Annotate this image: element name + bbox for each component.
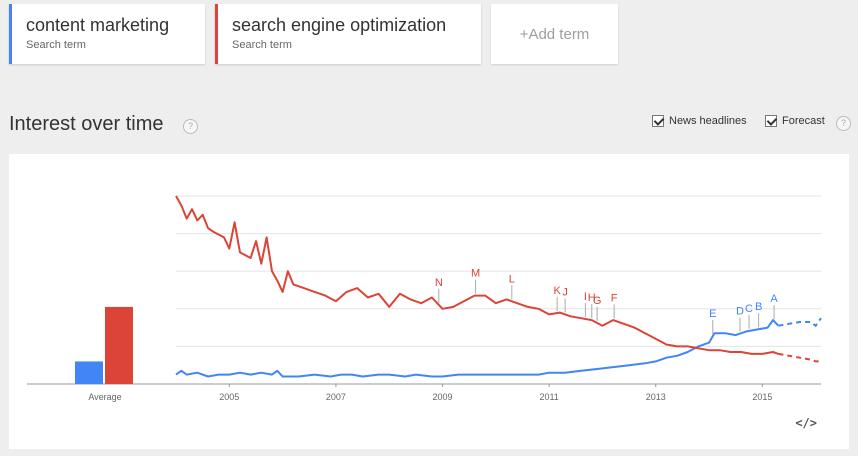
help-icon[interactable]: ?	[183, 119, 198, 134]
series-line	[175, 319, 780, 378]
term-name: search engine optimization	[232, 15, 447, 35]
annotation-label: K	[553, 285, 561, 297]
annotation-label: F	[611, 292, 618, 304]
series-line	[175, 195, 779, 355]
forecast-line	[778, 317, 822, 328]
section-title: Interest over time	[9, 113, 164, 135]
annotation-label: J	[562, 286, 568, 298]
checkbox-checked-icon[interactable]	[765, 115, 777, 127]
term-type-label: Search term	[26, 39, 86, 51]
annotation-label: M	[471, 268, 480, 280]
news-headlines-toggle[interactable]: News headlines	[652, 115, 747, 127]
interest-over-time-chart: Average 2005 2007 2009 2011 2013 2015 N M L K J I H G F…	[9, 154, 849, 449]
forecast-toggle[interactable]: Forecast	[765, 115, 825, 127]
x-tick-label: 2009	[433, 392, 453, 402]
term-color-bar	[9, 4, 12, 64]
annotation-label: H	[588, 292, 596, 304]
checkbox-checked-icon[interactable]	[652, 115, 664, 127]
x-tick-label: 2007	[326, 392, 346, 402]
annotation-label: I	[584, 291, 587, 303]
annotation-label: L	[509, 273, 515, 285]
annotation-label: A	[770, 293, 778, 305]
annotation-label: N	[435, 277, 443, 289]
annotation-label: C	[745, 303, 753, 315]
x-tick-label: 2015	[752, 392, 772, 402]
term-color-bar	[215, 4, 218, 64]
average-bar	[105, 306, 133, 384]
annotation-label: G	[593, 295, 602, 307]
forecast-label: Forecast	[782, 115, 825, 127]
x-tick-label: 2013	[646, 392, 666, 402]
forecast-line	[778, 352, 821, 363]
line-chart-svg: Average 2005 2007 2009 2011 2013 2015 N M L K J I HG F…	[27, 195, 822, 402]
news-headlines-label: News headlines	[669, 115, 747, 127]
annotation-label: B	[755, 301, 762, 313]
average-bar	[75, 361, 103, 384]
annotation-label: D	[736, 306, 744, 318]
term-name: content marketing	[26, 15, 170, 35]
search-term-card-content-marketing[interactable]: content marketing Search term	[9, 4, 205, 64]
add-term-button[interactable]: +Add term	[491, 4, 618, 64]
embed-code-icon[interactable]: </>	[795, 416, 817, 430]
forecast-help-icon[interactable]: ?	[836, 116, 851, 131]
annotation-label: E	[709, 308, 716, 320]
search-term-card-seo[interactable]: search engine optimization Search term	[215, 4, 481, 64]
x-tick-label: 2005	[219, 392, 239, 402]
x-tick-label: 2011	[539, 392, 558, 402]
term-type-label: Search term	[232, 39, 292, 51]
average-label: Average	[88, 392, 121, 402]
